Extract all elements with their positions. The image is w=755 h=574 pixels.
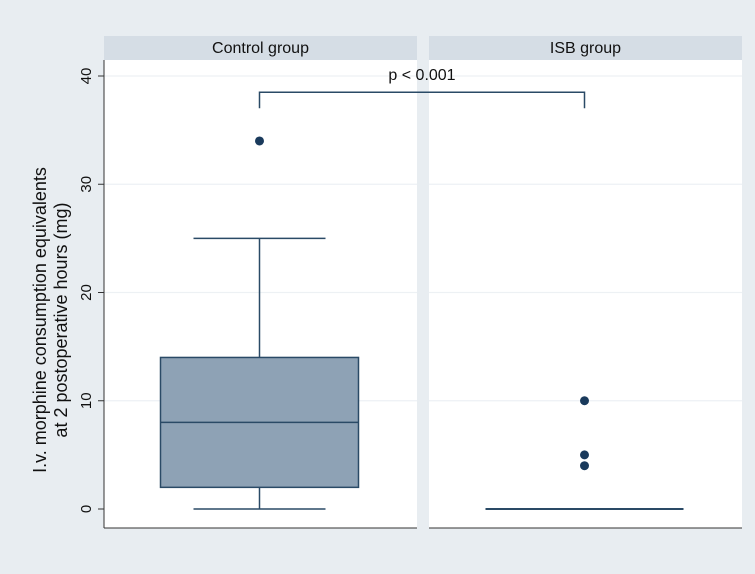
y-tick-label: 30 [78, 176, 95, 193]
y-tick-label: 20 [78, 284, 95, 301]
panel-strip-2 [429, 36, 742, 60]
panel-label-2: ISB group [550, 40, 621, 57]
significance-bracket [258, 91, 586, 109]
y-tick-label: 40 [78, 68, 95, 85]
plot-panel-2 [429, 60, 742, 528]
outlier-point [255, 136, 264, 146]
p-value-label: p < 0.001 [388, 67, 455, 84]
panel-label-1: Control group [212, 40, 309, 57]
y-tick-label: 0 [78, 505, 95, 513]
outlier-point [580, 461, 589, 471]
outlier-point [580, 396, 589, 406]
y-axis-title-line-2: at 2 postoperative hours (mg) [51, 202, 71, 437]
panel-strip-1 [104, 36, 417, 60]
y-axis-title-line-1: I.v. morphine consumption equivalents [30, 167, 50, 473]
outlier-point [580, 450, 589, 460]
y-tick-label: 10 [78, 392, 95, 409]
